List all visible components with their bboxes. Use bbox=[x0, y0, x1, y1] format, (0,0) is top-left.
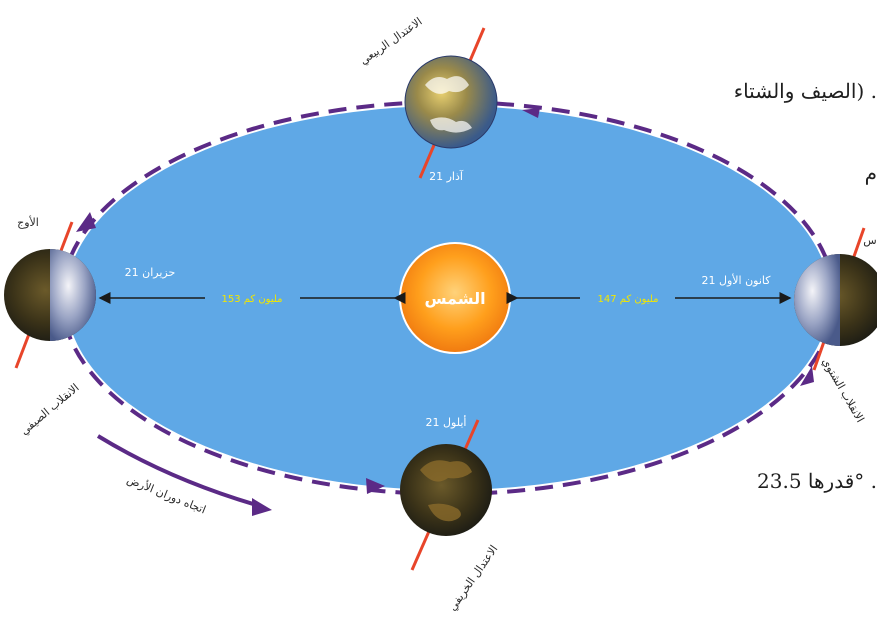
rotation-direction-label: اتجاه دوران الأرض bbox=[125, 472, 208, 516]
earth-left-day bbox=[50, 249, 96, 341]
distance-label-left: 153 مليون كم bbox=[221, 294, 282, 305]
aphelion-label: الأوج bbox=[17, 215, 39, 229]
bg-text-line2: م bbox=[865, 161, 877, 185]
earth-right-day bbox=[794, 254, 840, 346]
bg-text-line3: قدرها 23.5° . bbox=[757, 469, 877, 493]
earth-top-clouds bbox=[425, 76, 472, 133]
spring-equinox-date: 21 آذار bbox=[429, 169, 464, 183]
orbit-arrow-right bbox=[800, 366, 814, 386]
orbit-arrow-left bbox=[76, 212, 96, 232]
earth-top bbox=[404, 55, 498, 149]
autumn-equinox-date: 21 أيلول bbox=[426, 415, 467, 429]
earth-bottom bbox=[400, 444, 492, 536]
sun-label: الشمس bbox=[424, 289, 485, 308]
rotation-arrow bbox=[96, 434, 261, 508]
earth-bottom-land bbox=[420, 460, 472, 522]
rotation-arrow-head bbox=[252, 498, 272, 516]
spring-equinox-label: الاعتدال الربيعي bbox=[357, 15, 424, 67]
winter-solstice-top-label: س bbox=[863, 234, 876, 247]
bg-text-line1: الصيف والشتاء) . bbox=[734, 79, 877, 103]
orbit-arrow-top bbox=[522, 108, 540, 118]
autumn-equinox-label: الاعتدال الخريفي bbox=[446, 543, 501, 613]
winter-solstice-date: 21 كانون الأول bbox=[701, 273, 771, 287]
summer-solstice-label: الانقلاب الصيفي bbox=[18, 381, 82, 437]
summer-solstice-date: 21 حزيران bbox=[125, 266, 176, 279]
distance-label-right: 147 مليون كم bbox=[597, 294, 658, 305]
winter-solstice-label: الانقلاب الشتوي bbox=[819, 356, 866, 425]
orbit-arrow-bottom bbox=[366, 478, 385, 494]
